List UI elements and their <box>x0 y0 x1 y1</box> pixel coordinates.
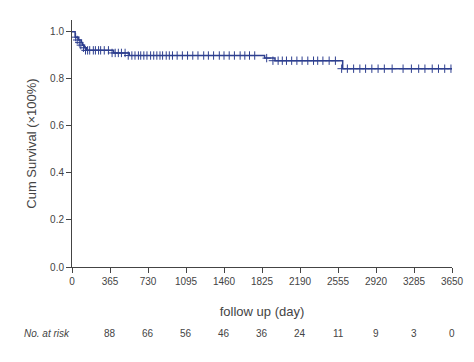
svg-text:2555: 2555 <box>327 276 350 287</box>
svg-text:365: 365 <box>102 276 119 287</box>
svg-text:9: 9 <box>373 328 379 339</box>
svg-text:66: 66 <box>142 328 154 339</box>
svg-text:0.6: 0.6 <box>50 120 64 131</box>
svg-text:56: 56 <box>180 328 192 339</box>
svg-text:0: 0 <box>69 276 75 287</box>
svg-text:follow up (day): follow up (day) <box>220 304 305 319</box>
svg-text:24: 24 <box>294 328 306 339</box>
svg-text:730: 730 <box>140 276 157 287</box>
svg-text:1825: 1825 <box>251 276 274 287</box>
svg-text:3: 3 <box>411 328 417 339</box>
svg-text:No. at risk: No. at risk <box>24 328 70 339</box>
svg-text:88: 88 <box>104 328 116 339</box>
svg-text:36: 36 <box>256 328 268 339</box>
svg-text:0: 0 <box>449 328 455 339</box>
svg-text:46: 46 <box>218 328 230 339</box>
svg-text:1095: 1095 <box>175 276 198 287</box>
svg-text:2920: 2920 <box>365 276 388 287</box>
svg-text:3650: 3650 <box>441 276 464 287</box>
svg-text:0.8: 0.8 <box>50 73 64 84</box>
svg-text:1460: 1460 <box>213 276 236 287</box>
svg-text:Cum Survival (×100%): Cum Survival (×100%) <box>24 78 39 208</box>
svg-text:3285: 3285 <box>403 276 426 287</box>
svg-text:1.0: 1.0 <box>50 26 64 37</box>
svg-text:2190: 2190 <box>289 276 312 287</box>
svg-text:0.2: 0.2 <box>50 214 64 225</box>
svg-text:0.0: 0.0 <box>50 262 64 273</box>
svg-text:0.4: 0.4 <box>50 167 64 178</box>
svg-text:11: 11 <box>333 328 344 339</box>
